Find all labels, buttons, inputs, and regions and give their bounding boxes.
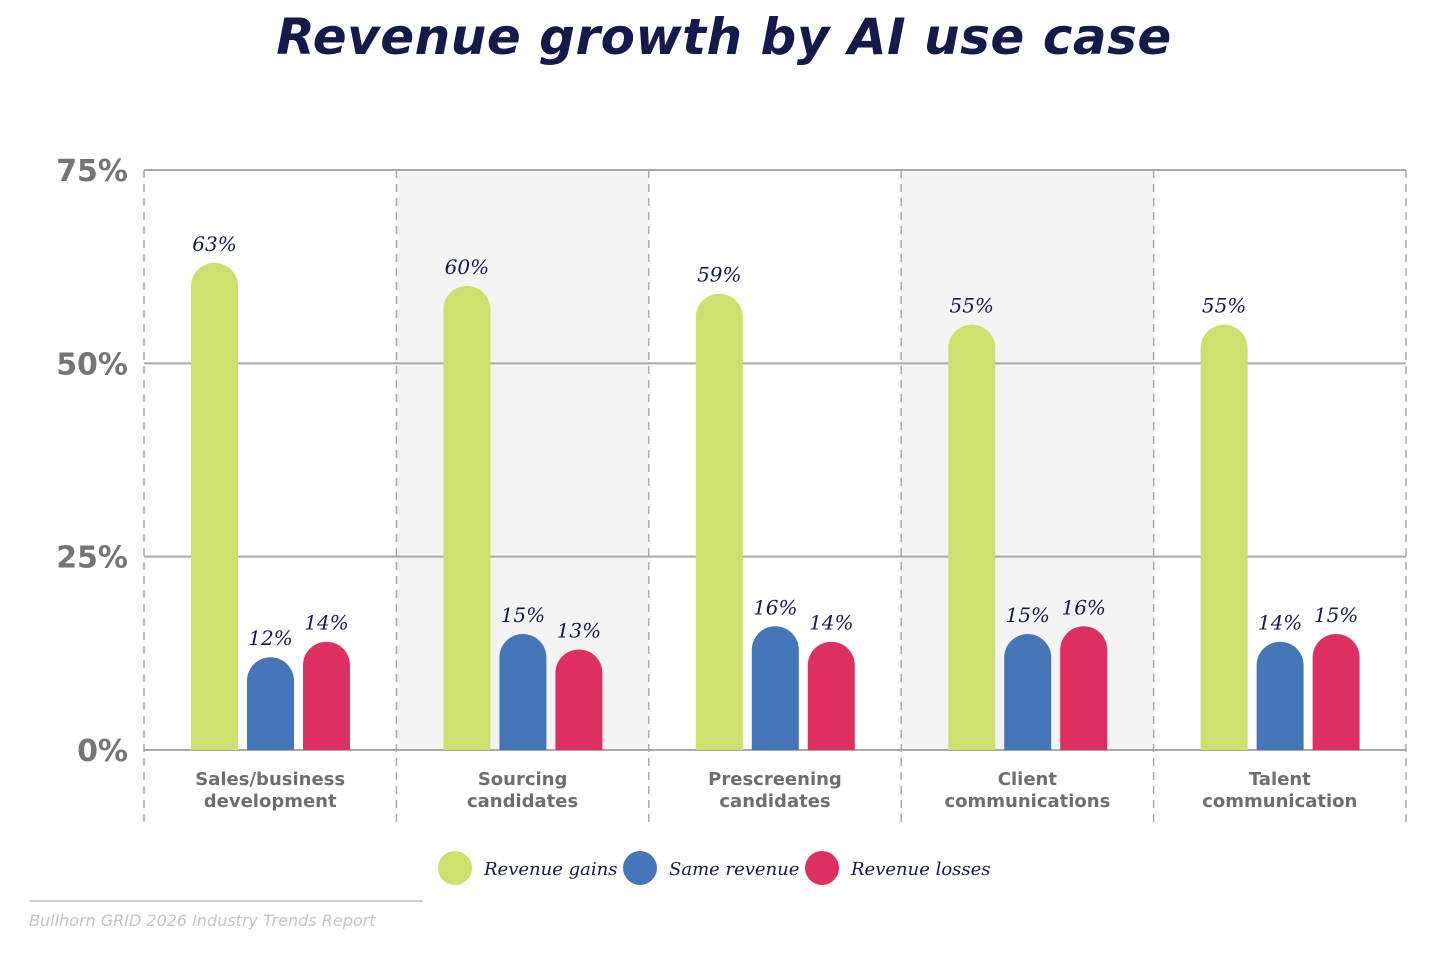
x-tick-label: Client [998, 769, 1058, 790]
bar [1312, 633, 1360, 750]
data-label: 63% [192, 232, 236, 256]
bar [191, 262, 238, 750]
bar [247, 657, 294, 750]
data-label: 15% [1005, 603, 1049, 627]
x-tick-label: Sales/business [195, 769, 345, 790]
bar [1060, 626, 1108, 750]
chart-title: Revenue growth by AI use case [276, 8, 1172, 66]
source-note: Bullhorn GRID 2026 Industry Trends Repor… [29, 911, 376, 930]
bar [555, 649, 603, 750]
y-tick-label: 25% [56, 541, 128, 576]
data-label: 59% [697, 263, 741, 287]
bar [1004, 634, 1052, 750]
x-tick-label: development [204, 791, 337, 812]
data-label: 15% [1314, 603, 1358, 627]
x-tick-label: communications [944, 791, 1110, 812]
legend-label: Revenue gains [483, 859, 617, 880]
x-tick-label: candidates [719, 791, 830, 812]
legend-label: Same revenue [669, 859, 799, 880]
source-divider [29, 900, 423, 902]
bar [303, 641, 350, 750]
data-label: 12% [248, 626, 292, 650]
x-tick-label: Talent [1249, 769, 1311, 790]
bar [1256, 641, 1304, 750]
legend-label: Revenue losses [850, 859, 991, 880]
bar [443, 286, 491, 750]
data-label: 13% [557, 618, 601, 642]
legend-swatch [805, 851, 839, 885]
x-tick-label: communication [1202, 791, 1357, 812]
bar [751, 626, 799, 750]
data-label: 16% [753, 595, 797, 619]
data-label: 14% [809, 611, 853, 635]
bar [499, 634, 547, 750]
bar [1200, 324, 1248, 750]
data-label: 55% [949, 294, 993, 318]
bar [807, 641, 855, 750]
data-label: 14% [304, 611, 348, 635]
data-label: 16% [1061, 595, 1105, 619]
x-tick-label: Prescreening [708, 769, 842, 790]
bar [948, 324, 996, 750]
data-label: 60% [445, 255, 489, 279]
data-label: 15% [501, 603, 545, 627]
x-tick-label: candidates [467, 791, 578, 812]
y-tick-label: 75% [56, 154, 128, 189]
bar [695, 293, 743, 750]
data-label: 14% [1258, 611, 1302, 635]
x-tick-label: Sourcing [478, 769, 568, 790]
y-tick-label: 50% [56, 347, 128, 382]
data-label: 55% [1202, 294, 1246, 318]
legend-swatch [623, 851, 657, 885]
y-tick-label: 0% [77, 734, 128, 769]
legend-swatch [438, 851, 472, 885]
